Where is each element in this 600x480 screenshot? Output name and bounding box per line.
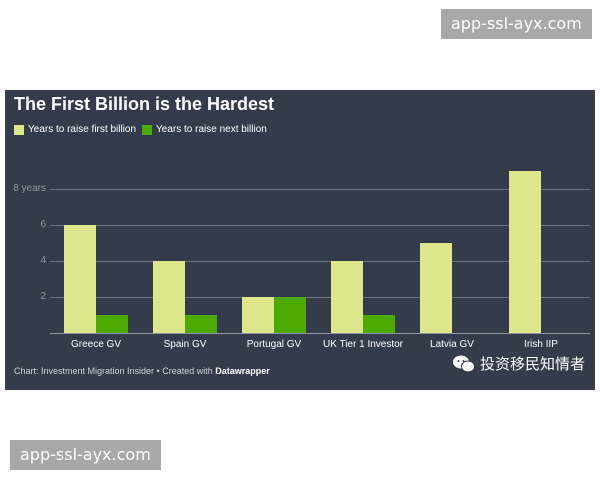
x-category-label: Latvia GV: [430, 339, 474, 350]
bar-first-billion: [509, 171, 541, 333]
chart-panel: The First Billion is the Hardest Years t…: [5, 90, 595, 390]
bar-next-billion: [363, 315, 395, 333]
legend-swatch-next: [142, 124, 153, 135]
bar-next-billion: [185, 315, 217, 333]
bar-next-billion: [274, 297, 306, 333]
x-axis-baseline: [50, 333, 590, 334]
legend-swatch-first: [14, 124, 24, 135]
x-category-label: Spain GV: [163, 339, 207, 350]
bar-first-billion: [331, 261, 363, 333]
bar-next-billion: [96, 315, 128, 333]
legend-label: Years to raise first billion: [28, 124, 137, 135]
gridline: [50, 261, 590, 262]
gridline: [50, 189, 590, 190]
wechat-badge: 投资移民知情者: [453, 353, 585, 374]
legend-item-next-billion: Years to raise next billion: [142, 124, 267, 135]
x-category-label: Greece GV: [70, 339, 122, 350]
watermark-top: app-ssl-ayx.com: [441, 9, 592, 39]
chart-footer: Chart: Investment Migration Insider • Cr…: [14, 366, 270, 376]
x-category-label: UK Tier 1 Investor: [322, 339, 404, 350]
legend-item-first-billion: Years to raise first billion: [14, 124, 136, 135]
y-tick-label: 8 years: [13, 183, 46, 194]
watermark-bottom: app-ssl-ayx.com: [10, 440, 161, 470]
y-tick-label: 6: [40, 219, 46, 230]
gridline: [50, 297, 590, 298]
plot-area: 2 4 6 8 years Greece GV Spain GV Portugal GV UK…: [5, 90, 595, 390]
bar-first-billion: [153, 261, 185, 333]
bar-first-billion: [64, 225, 96, 333]
chart-title: The First Billion is the Hardest: [14, 94, 275, 114]
bar-first-billion: [420, 243, 452, 333]
y-tick-label: 4: [40, 255, 46, 266]
chart-legend: Years to raise first billion Years to ra…: [14, 124, 273, 135]
wechat-icon: [453, 355, 475, 372]
legend-label: Years to raise next billion: [156, 124, 267, 135]
bar-first-billion: [242, 297, 274, 333]
wechat-label: 投资移民知情者: [480, 355, 586, 373]
y-tick-label: 2: [40, 291, 46, 302]
x-category-label: Portugal GV: [246, 339, 302, 350]
datawrapper-brand: Datawrapper: [215, 366, 270, 376]
gridline: [50, 225, 590, 226]
x-category-label: Irish IIP: [524, 339, 558, 350]
